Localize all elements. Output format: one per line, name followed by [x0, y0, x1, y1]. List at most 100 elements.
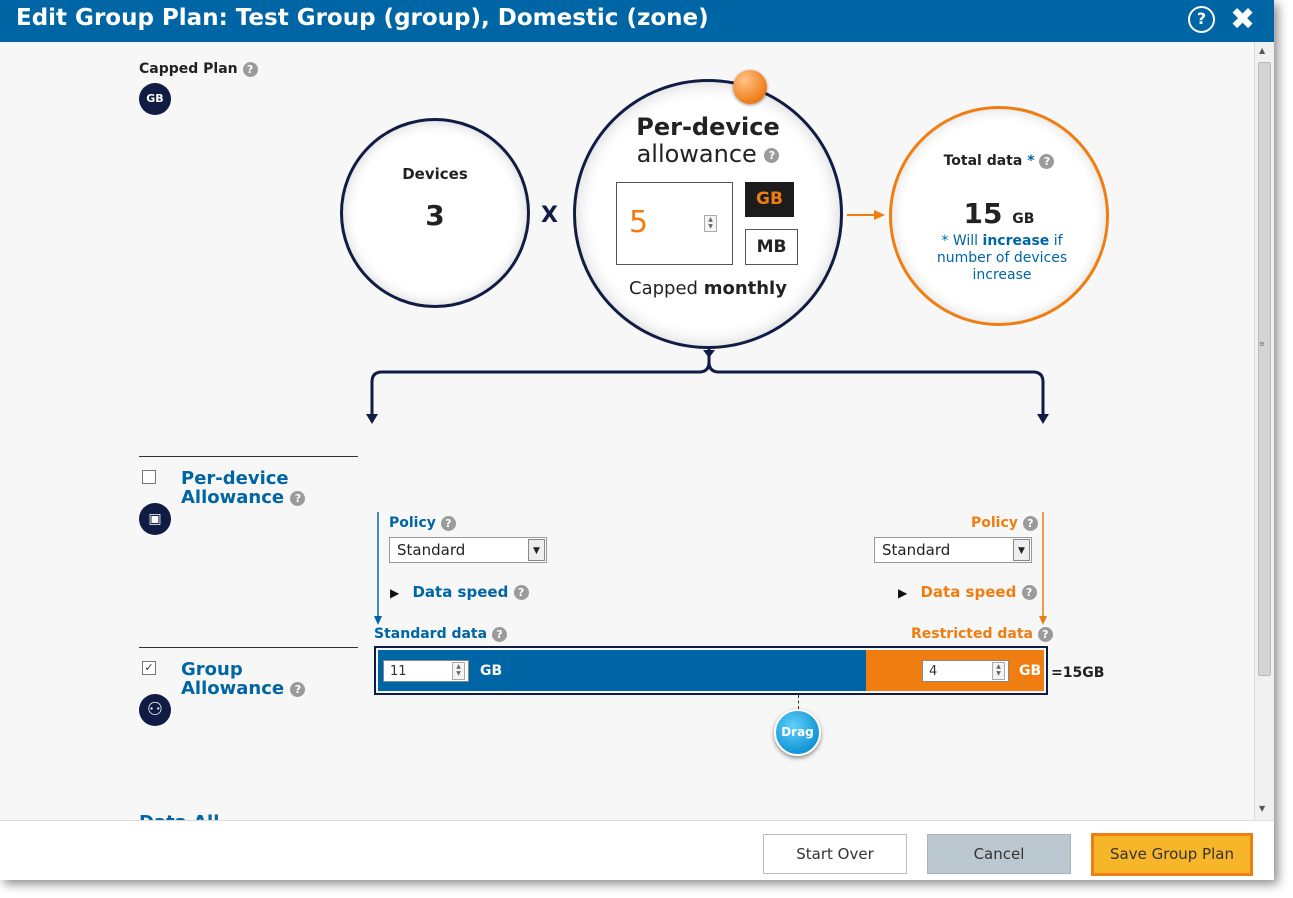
unit-mb-button[interactable]: MB: [745, 229, 798, 265]
note-bold: increase: [982, 233, 1050, 249]
standard-data-unit: GB: [480, 663, 503, 679]
scrollbar-thumb[interactable]: [1258, 62, 1271, 676]
start-over-button[interactable]: Start Over: [763, 834, 907, 874]
note-suffix: if number of devices increase: [936, 233, 1068, 283]
group-allowance-checkbox[interactable]: ✓: [142, 661, 156, 675]
total-data-label: Total data: [943, 153, 1023, 169]
save-group-plan-button[interactable]: Save Group Plan: [1091, 833, 1253, 876]
allowance-amount-value: 5: [629, 205, 649, 240]
standard-data-label-row: Standard data ?: [374, 626, 507, 642]
total-data-value: 15: [963, 197, 1003, 230]
close-icon[interactable]: ✖: [1230, 2, 1256, 37]
restricted-data-speed-label: Data speed: [920, 583, 1017, 601]
total-data-value-row: 15 GB: [892, 197, 1106, 230]
capped-period: monthly: [703, 278, 787, 299]
standard-data-label: Standard data: [374, 626, 488, 642]
per-device-subtitle: allowance: [636, 140, 757, 168]
unit-gb-button[interactable]: GB: [745, 182, 794, 217]
per-device-allowance-title: Per-device Allowance ?: [181, 468, 306, 508]
restricted-data-label-row: Restricted data ?: [911, 626, 1053, 642]
group-allowance-help-icon[interactable]: ?: [290, 681, 306, 697]
devices-count: 3: [425, 199, 445, 232]
restricted-data-input[interactable]: 4 ▲ ▼: [922, 660, 1009, 682]
dialog-titlebar: Edit Group Plan: Test Group (group), Dom…: [0, 0, 1274, 42]
total-data-star: *: [1027, 153, 1035, 169]
plan-type-label: Capped Plan ?: [139, 61, 258, 77]
multiply-operator: X: [541, 203, 558, 228]
standard-data-stepper[interactable]: ▲ ▼: [452, 662, 465, 680]
scroll-down-arrow-icon[interactable]: ▼: [1259, 804, 1266, 813]
standard-policy-label: Policy: [389, 515, 436, 531]
restricted-policy-label-row: Policy ?: [971, 515, 1038, 531]
restricted-data-speed-toggle[interactable]: ▶ Data speed ?: [898, 583, 1037, 601]
group-users-icon: ⚇: [139, 694, 171, 726]
allowance-help-icon[interactable]: ?: [764, 147, 780, 163]
restricted-speed-help-icon[interactable]: ?: [1021, 585, 1037, 600]
drag-handle[interactable]: Drag: [774, 709, 821, 756]
chevron-down-icon[interactable]: ▼: [528, 539, 545, 561]
restricted-data-unit: GB: [1019, 663, 1042, 679]
restricted-data-label: Restricted data: [911, 626, 1033, 642]
per-device-title: Per-device: [636, 113, 780, 141]
total-data-circle: Total data * ? 15 GB * Will increase if …: [889, 106, 1109, 326]
restricted-data-stepper[interactable]: ▲ ▼: [992, 662, 1005, 680]
capped-period-text: Capped monthly: [573, 278, 843, 299]
allowance-knob-icon[interactable]: [733, 70, 767, 104]
standard-policy-select[interactable]: Standard ▼: [389, 537, 547, 563]
group-allowance-line2: Allowance: [181, 678, 285, 699]
total-data-unit: GB: [1012, 211, 1035, 227]
standard-data-input[interactable]: 11 ▲ ▼: [383, 660, 469, 682]
devices-circle: Devices 3: [340, 118, 530, 308]
expand-triangle-icon: ▶: [898, 586, 908, 600]
standard-speed-help-icon[interactable]: ?: [513, 585, 529, 600]
plan-help-icon[interactable]: ?: [242, 61, 258, 77]
section-divider: [139, 647, 358, 648]
help-icon[interactable]: ?: [1188, 6, 1215, 33]
per-device-allowance-checkbox[interactable]: [142, 470, 156, 484]
standard-data-speed-toggle[interactable]: ▶ Data speed ?: [390, 583, 529, 601]
group-allowance-line1: Group: [181, 659, 243, 680]
edit-group-plan-dialog: Edit Group Plan: Test Group (group), Dom…: [0, 0, 1274, 880]
restricted-policy-value: Standard: [882, 541, 951, 559]
cancel-button[interactable]: Cancel: [927, 834, 1071, 874]
vertical-scrollbar[interactable]: ▲ ≡ ▼: [1254, 42, 1274, 820]
standard-policy-help-icon[interactable]: ?: [440, 515, 456, 531]
cut-off-section-title: Data All...: [139, 812, 240, 820]
per-device-subtitle-row: allowance ?: [576, 140, 840, 168]
restricted-policy-label: Policy: [971, 515, 1018, 531]
per-device-allowance-line2-row: Allowance ?: [181, 487, 306, 508]
group-allowance-line2-row: Allowance ?: [181, 678, 306, 699]
total-help-icon[interactable]: ?: [1039, 153, 1055, 169]
sim-card-icon: ▣: [139, 503, 171, 535]
standard-data-help-icon[interactable]: ?: [491, 626, 507, 642]
total-data-label-row: Total data * ?: [892, 153, 1106, 169]
restricted-data-amount: 4: [929, 664, 938, 679]
dialog-footer: Start Over Cancel Save Group Plan: [0, 820, 1274, 880]
restricted-data-help-icon[interactable]: ?: [1037, 626, 1053, 642]
restricted-policy-select[interactable]: Standard ▼: [874, 537, 1032, 563]
chevron-down-icon[interactable]: ▼: [1013, 539, 1030, 561]
total-data-note: * Will increase if number of devices inc…: [922, 233, 1082, 284]
plan-type-text: Capped Plan: [139, 61, 238, 77]
dialog-title: Edit Group Plan: Test Group (group), Dom…: [16, 5, 709, 31]
note-prefix: * Will: [941, 233, 979, 249]
standard-policy-label-row: Policy ?: [389, 515, 456, 531]
capped-prefix: Capped: [629, 278, 698, 299]
allowance-amount-input[interactable]: 5 ▲ ▼: [616, 182, 733, 265]
restricted-policy-help-icon[interactable]: ?: [1022, 515, 1038, 531]
per-device-allowance-line1: Per-device: [181, 468, 289, 489]
drag-guide-line: [798, 695, 799, 709]
gb-plan-icon: GB: [139, 83, 171, 115]
standard-data-speed-label: Data speed: [412, 583, 509, 601]
split-total-text: =15GB: [1051, 665, 1105, 681]
standard-policy-value: Standard: [397, 541, 466, 559]
per-device-allowance-help-icon[interactable]: ?: [290, 490, 306, 506]
scrollbar-grip-icon: ≡: [1259, 340, 1265, 348]
devices-label: Devices: [402, 165, 468, 183]
allowance-stepper[interactable]: ▲ ▼: [704, 215, 717, 232]
section-divider: [139, 456, 358, 457]
scroll-up-arrow-icon[interactable]: ▲: [1259, 46, 1266, 55]
per-device-allowance-line2: Allowance: [181, 487, 285, 508]
standard-data-amount: 11: [390, 664, 407, 679]
expand-triangle-icon: ▶: [390, 586, 400, 600]
